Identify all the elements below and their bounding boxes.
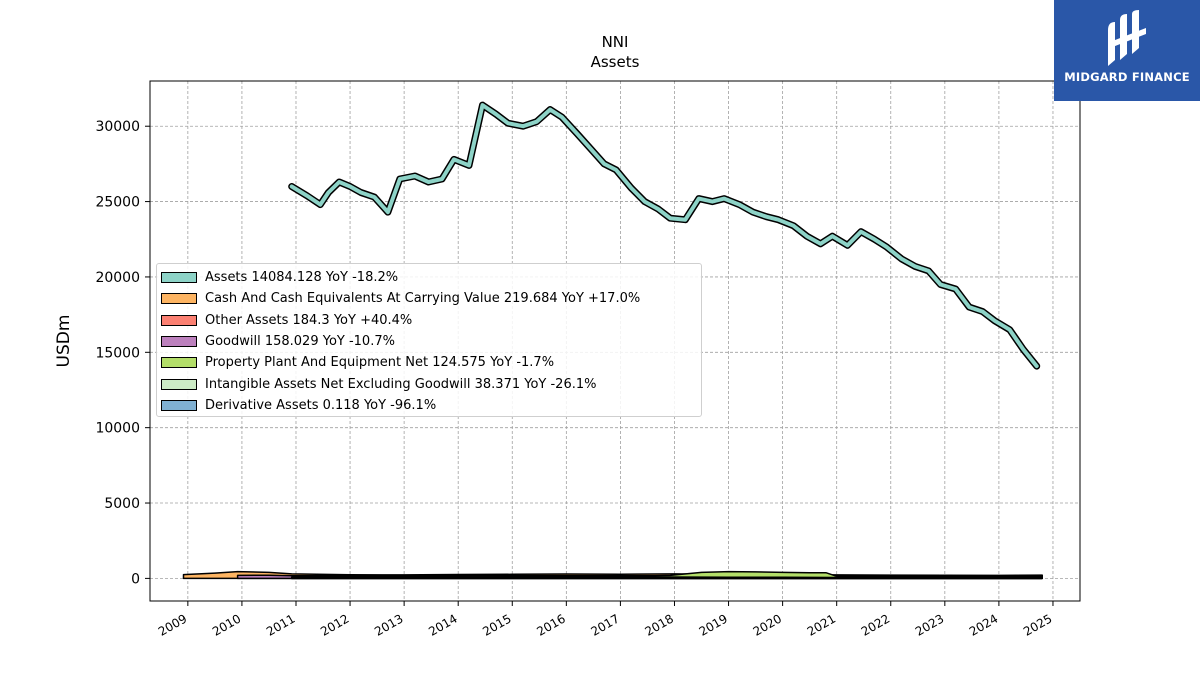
y-tick-label: 10000 [95, 421, 140, 437]
legend-swatch [161, 399, 197, 411]
line-series [288, 101, 1041, 370]
x-tick-label: 2024 [967, 611, 1000, 638]
legend-swatch [161, 357, 197, 369]
y-tick-label: 5000 [104, 496, 140, 512]
y-tick-label: 15000 [95, 345, 140, 361]
legend-label: Goodwill 158.029 YoY -10.7% [205, 333, 395, 349]
x-tick-label: 2010 [210, 611, 243, 638]
x-tick-label: 2016 [534, 611, 567, 638]
legend-label: Derivative Assets 0.118 YoY -96.1% [205, 397, 437, 413]
legend-swatch [161, 293, 197, 305]
legend-swatch [161, 314, 197, 326]
brand-logo: MIDGARD FINANCE [1054, 0, 1200, 101]
x-tick-label: 2020 [751, 611, 784, 638]
area-series [182, 570, 1043, 580]
x-tick-label: 2022 [859, 611, 892, 638]
x-tick-label: 2015 [480, 611, 513, 638]
legend-item: Derivative Assets 0.118 YoY -96.1% [161, 397, 436, 414]
legend-swatch [161, 378, 197, 390]
series-line-0 [289, 103, 1039, 369]
y-tick-label: 0 [131, 571, 140, 587]
legend-label: Cash And Cash Equivalents At Carrying Va… [205, 291, 641, 307]
chart-title: NNI [602, 33, 629, 51]
x-tick-label: 2021 [805, 611, 838, 638]
legend-item: Other Assets 184.3 YoY +40.4% [161, 312, 412, 329]
x-tick-label: 2011 [264, 611, 297, 638]
x-tick-label: 2017 [588, 611, 621, 638]
x-tick-label: 2019 [697, 611, 730, 638]
legend-item: Cash And Cash Equivalents At Carrying Va… [161, 290, 640, 307]
legend-item: Property Plant And Equipment Net 124.575… [161, 354, 554, 371]
x-tick-label: 2009 [156, 611, 189, 638]
chart-subtitle: Assets [591, 53, 640, 71]
y-tick-label: 30000 [95, 119, 140, 135]
x-tick-label: 2025 [1021, 611, 1054, 638]
y-axis-label: USDm [54, 315, 74, 368]
y-tick-label: 20000 [95, 270, 140, 286]
legend-item: Goodwill 158.029 YoY -10.7% [161, 333, 395, 350]
y-axis-ticks: 0 5000 10000 15000 20000 25000 30000 [95, 119, 150, 587]
legend-item: Assets 14084.128 YoY -18.2% [161, 269, 398, 286]
legend-label: Assets 14084.128 YoY -18.2% [205, 270, 399, 285]
midgard-logo-icon [1108, 10, 1146, 66]
x-tick-label: 2018 [643, 611, 676, 638]
legend-swatch [161, 335, 197, 347]
x-tick-label: 2023 [913, 611, 946, 638]
x-tick-label: 2014 [426, 611, 459, 638]
logo-text: MIDGARD FINANCE [1064, 70, 1190, 84]
legend-label: Property Plant And Equipment Net 124.575… [205, 355, 555, 371]
legend-item: Intangible Assets Net Excluding Goodwill… [161, 376, 596, 393]
x-tick-label: 2013 [372, 611, 405, 638]
legend: Assets 14084.128 YoY -18.2% Cash And Cash… [156, 263, 702, 417]
legend-label: Intangible Assets Net Excluding Goodwill… [205, 376, 597, 392]
legend-swatch [161, 272, 197, 283]
x-axis-ticks: 2009 2010 2011 2012 2013 2014 2015 2016 2017 2018… [156, 601, 1054, 639]
plot-frame [149, 80, 1081, 602]
x-tick-label: 2012 [318, 611, 351, 638]
legend-label: Other Assets 184.3 YoY +40.4% [205, 312, 413, 328]
y-tick-label: 25000 [95, 195, 140, 211]
